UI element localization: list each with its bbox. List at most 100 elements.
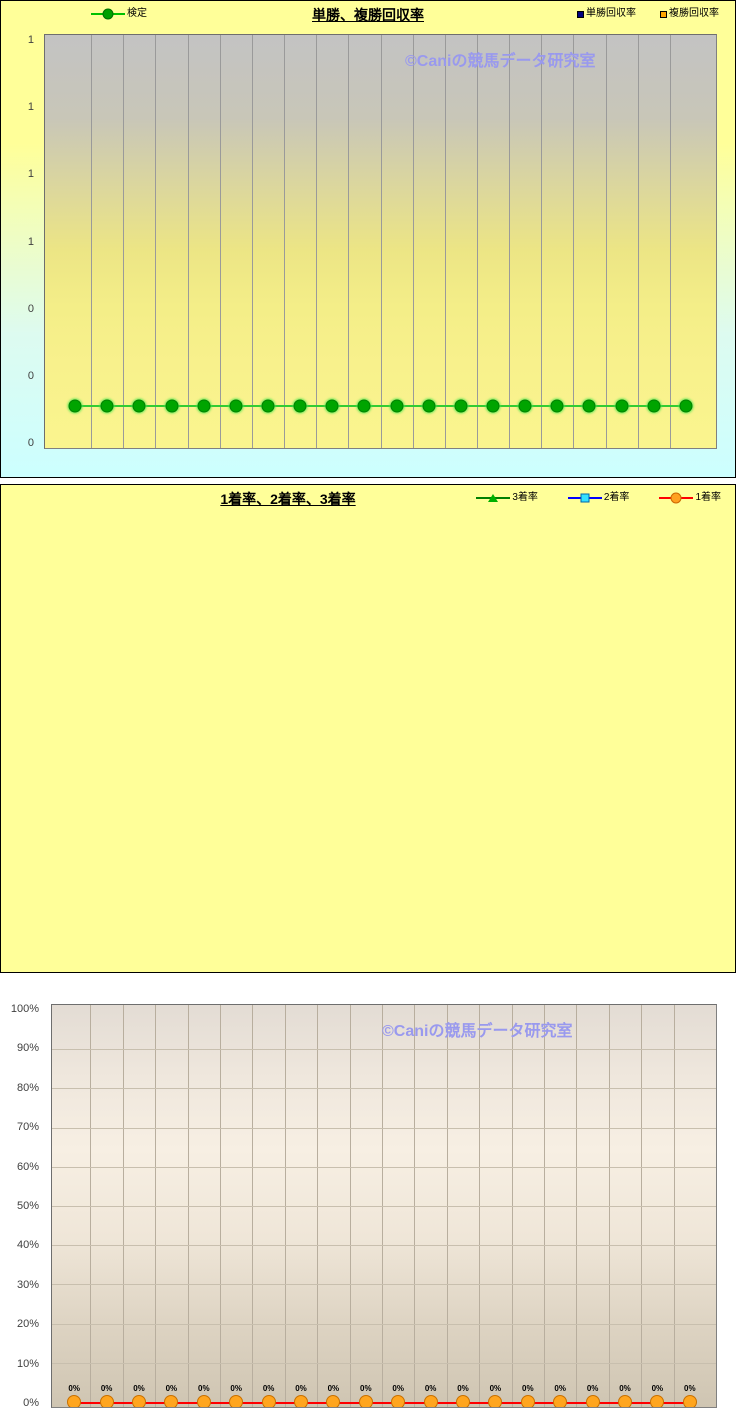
y-axis-tick-label: 0 xyxy=(28,370,40,382)
data-point-label: 0% xyxy=(360,1384,372,1393)
data-point-marker[interactable] xyxy=(615,400,628,413)
bottom-chart-header: 1着率、2着率、3着率 3着率 2着率 xyxy=(1,485,735,513)
data-point-label: 0% xyxy=(101,1384,113,1393)
orange-square-marker-icon xyxy=(660,11,667,18)
data-point-marker[interactable] xyxy=(650,1395,664,1408)
y-axis-tick-label: 70% xyxy=(17,1121,46,1133)
data-point-marker[interactable] xyxy=(294,1395,308,1408)
navy-square-marker-icon xyxy=(577,11,584,18)
bottom-chart-series-layer: 0%0%0%0%0%0%0%0%0%0%0%0%0%0%0%0%0%0%0%0% xyxy=(52,1005,716,1407)
legend-item-fukusho-kaishuritsu[interactable]: 複勝回収率 xyxy=(660,9,719,19)
top-chart-legend-right: 単勝回収率 複勝回収率 xyxy=(577,9,719,19)
data-point-label: 0% xyxy=(425,1384,437,1393)
data-point-marker[interactable] xyxy=(391,1395,405,1408)
data-point-marker[interactable] xyxy=(683,1395,697,1408)
data-point-marker[interactable] xyxy=(294,400,307,413)
data-point-marker[interactable] xyxy=(229,400,242,413)
data-point-label: 0% xyxy=(652,1384,664,1393)
y-axis-tick-label: 50% xyxy=(17,1200,46,1212)
y-axis-tick-label: 10% xyxy=(17,1358,46,1370)
bottom-chart-panel: 1着率、2着率、3着率 3着率 2着率 xyxy=(0,484,736,973)
data-point-marker[interactable] xyxy=(679,400,692,413)
blue-line-diamond-marker-icon xyxy=(568,493,602,503)
top-chart-plot-area[interactable]: ©Caniの競馬データ研究室 xyxy=(44,34,717,449)
data-point-label: 0% xyxy=(619,1384,631,1393)
y-axis-tick-label: 60% xyxy=(17,1161,46,1173)
data-point-label: 0% xyxy=(68,1384,80,1393)
data-point-marker[interactable] xyxy=(69,400,82,413)
y-axis-tick-label: 100% xyxy=(11,1003,46,1015)
data-point-marker[interactable] xyxy=(261,400,274,413)
y-axis-tick-label: 80% xyxy=(17,1082,46,1094)
data-point-marker[interactable] xyxy=(67,1395,81,1408)
red-line-circle-marker-icon xyxy=(659,493,693,503)
data-point-label: 0% xyxy=(295,1384,307,1393)
data-point-marker[interactable] xyxy=(456,1395,470,1408)
top-chart-panel: 検定 単勝、複勝回収率 単勝回収率 複勝回収率 1111000 ©Caniの競馬… xyxy=(0,0,736,478)
y-axis-tick-label: 90% xyxy=(17,1042,46,1054)
data-point-label: 0% xyxy=(490,1384,502,1393)
data-point-marker[interactable] xyxy=(488,1395,502,1408)
data-point-marker[interactable] xyxy=(358,400,371,413)
data-point-marker[interactable] xyxy=(647,400,660,413)
legend-label-fukusho-kaishuritsu: 複勝回収率 xyxy=(669,9,719,19)
legend-item-3chakuritsu[interactable]: 3着率 xyxy=(476,493,538,503)
data-point-marker[interactable] xyxy=(424,1395,438,1408)
data-point-label: 0% xyxy=(684,1384,696,1393)
data-point-label: 0% xyxy=(230,1384,242,1393)
data-point-label: 0% xyxy=(328,1384,340,1393)
data-point-marker[interactable] xyxy=(133,400,146,413)
data-point-label: 0% xyxy=(457,1384,469,1393)
data-point-marker[interactable] xyxy=(521,1395,535,1408)
data-point-label: 0% xyxy=(166,1384,178,1393)
data-point-marker[interactable] xyxy=(586,1395,600,1408)
data-point-marker[interactable] xyxy=(487,400,500,413)
data-point-marker[interactable] xyxy=(101,400,114,413)
data-point-marker[interactable] xyxy=(132,1395,146,1408)
data-point-marker[interactable] xyxy=(359,1395,373,1408)
legend-item-1chakuritsu[interactable]: 1着率 xyxy=(659,493,721,503)
y-axis-tick-label: 1 xyxy=(28,236,40,248)
bottom-chart-legend: 3着率 2着率 1着率 xyxy=(476,493,721,503)
y-axis-tick-label: 1 xyxy=(28,168,40,180)
data-point-marker[interactable] xyxy=(422,400,435,413)
data-point-label: 0% xyxy=(522,1384,534,1393)
bottom-chart-y-axis-labels: 100%90%80%70%60%50%40%30%20%10%0% xyxy=(1,1004,46,1408)
data-point-marker[interactable] xyxy=(262,1395,276,1408)
data-point-marker[interactable] xyxy=(583,400,596,413)
data-point-label: 0% xyxy=(554,1384,566,1393)
data-point-label: 0% xyxy=(587,1384,599,1393)
data-point-marker[interactable] xyxy=(618,1395,632,1408)
data-point-marker[interactable] xyxy=(454,400,467,413)
data-point-marker[interactable] xyxy=(326,400,339,413)
data-point-label: 0% xyxy=(263,1384,275,1393)
data-point-marker[interactable] xyxy=(519,400,532,413)
data-point-marker[interactable] xyxy=(553,1395,567,1408)
y-axis-tick-label: 0% xyxy=(23,1397,46,1409)
data-point-marker[interactable] xyxy=(165,400,178,413)
data-point-label: 0% xyxy=(198,1384,210,1393)
legend-item-tansho-kaishuritsu[interactable]: 単勝回収率 xyxy=(577,9,636,19)
bottom-chart-plot-area[interactable]: ©Caniの競馬データ研究室 0%0%0%0%0%0%0%0%0%0%0%0%0… xyxy=(51,1004,717,1408)
top-chart-series-layer xyxy=(45,35,716,448)
y-axis-tick-label: 1 xyxy=(28,101,40,113)
data-point-marker[interactable] xyxy=(390,400,403,413)
data-point-marker[interactable] xyxy=(229,1395,243,1408)
top-chart-header: 検定 単勝、複勝回収率 単勝回収率 複勝回収率 xyxy=(1,1,735,29)
legend-label-3chakuritsu: 3着率 xyxy=(512,493,538,503)
y-axis-tick-label: 1 xyxy=(28,34,40,46)
data-point-label: 0% xyxy=(133,1384,145,1393)
data-point-marker[interactable] xyxy=(197,1395,211,1408)
legend-label-2chakuritsu: 2着率 xyxy=(604,493,630,503)
legend-label-tansho-kaishuritsu: 単勝回収率 xyxy=(586,9,636,19)
y-axis-tick-label: 20% xyxy=(17,1318,46,1330)
data-point-marker[interactable] xyxy=(164,1395,178,1408)
data-point-marker[interactable] xyxy=(197,400,210,413)
legend-item-2chakuritsu[interactable]: 2着率 xyxy=(568,493,630,503)
data-point-marker[interactable] xyxy=(551,400,564,413)
green-line-triangle-marker-icon xyxy=(476,493,510,503)
data-point-marker[interactable] xyxy=(326,1395,340,1408)
y-axis-tick-label: 0 xyxy=(28,303,40,315)
data-point-marker[interactable] xyxy=(100,1395,114,1408)
y-axis-tick-label: 30% xyxy=(17,1279,46,1291)
